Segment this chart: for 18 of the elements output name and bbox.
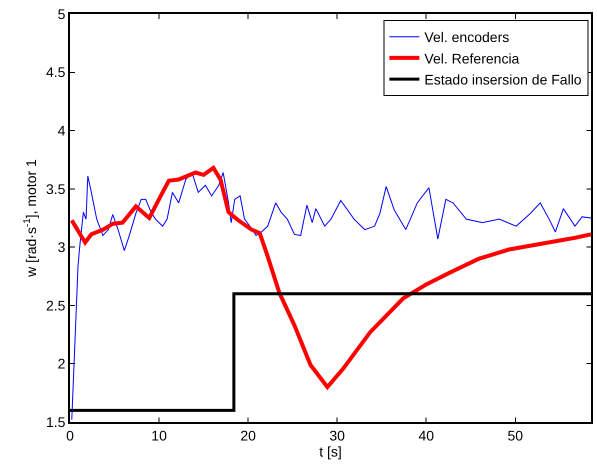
y-tick-label: 3 <box>58 239 66 256</box>
y-tick-label: 5 <box>58 6 66 22</box>
legend-label: Vel. Referencia <box>424 50 520 66</box>
y-tick-label: 2.5 <box>46 297 66 314</box>
y-tick-label: 3.5 <box>46 180 66 197</box>
x-tick-label: 30 <box>329 428 346 444</box>
x-tick-label: 20 <box>240 428 256 444</box>
y-tick-label: 4.5 <box>46 64 66 80</box>
y-tick-label: 1.5 <box>46 414 66 430</box>
x-axis-title: t [s] <box>319 444 342 460</box>
x-tick-label: 50 <box>508 428 524 444</box>
legend-label: Vel. encoders <box>424 29 510 46</box>
y-tick-label: 2 <box>58 356 66 372</box>
x-tick-label: 10 <box>151 428 168 444</box>
legend-label: Estado insersion de Fallo <box>424 72 582 88</box>
y-tick-label: 4 <box>58 122 66 138</box>
x-tick-label: 0 <box>66 428 74 444</box>
x-tick-label: 40 <box>418 428 434 444</box>
